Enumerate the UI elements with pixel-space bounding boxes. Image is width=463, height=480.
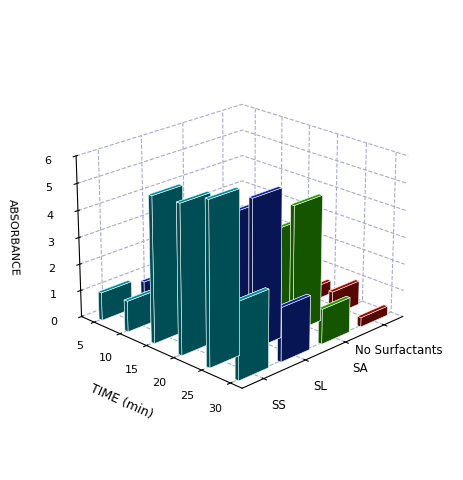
Y-axis label: TIME (min): TIME (min) bbox=[88, 382, 155, 421]
